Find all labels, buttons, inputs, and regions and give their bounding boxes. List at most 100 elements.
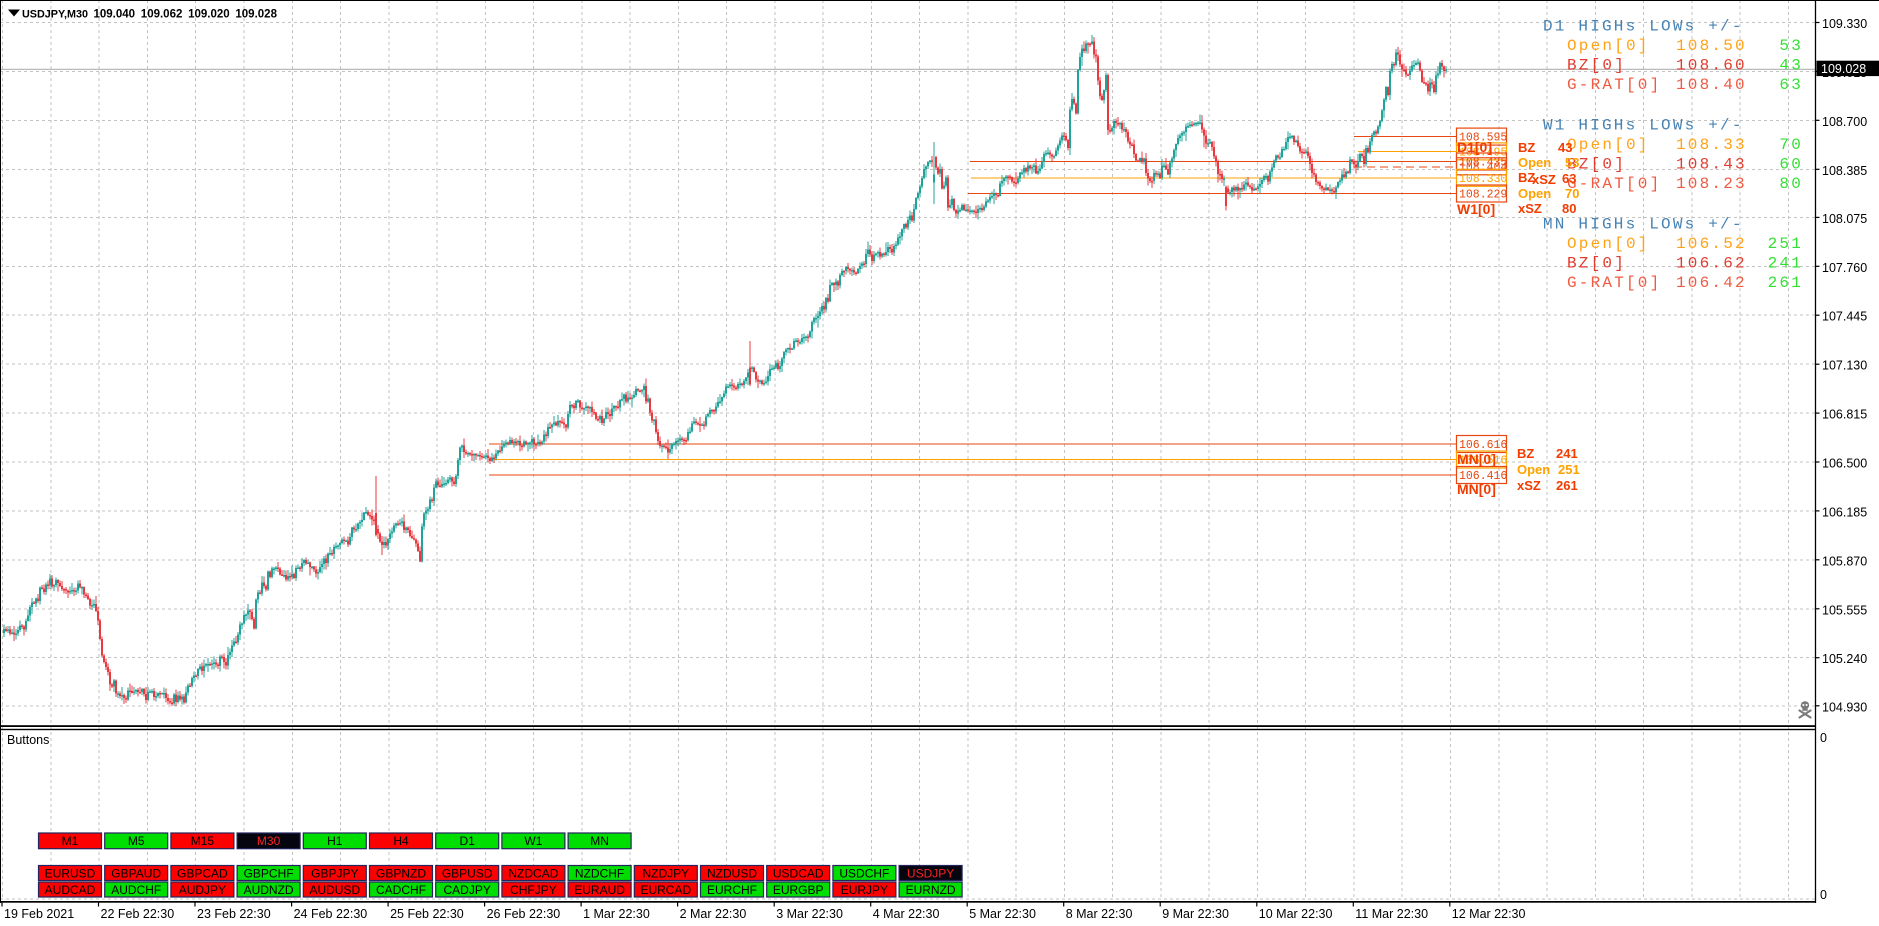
svg-text:H1: H1 bbox=[327, 834, 343, 848]
svg-text:63: 63 bbox=[1779, 76, 1803, 94]
svg-text:108.075: 108.075 bbox=[1822, 212, 1867, 226]
svg-text:BZ: BZ bbox=[1517, 446, 1534, 461]
svg-text:NZDJPY: NZDJPY bbox=[642, 866, 689, 880]
svg-text:NZDCAD: NZDCAD bbox=[508, 866, 558, 880]
svg-text:63: 63 bbox=[1562, 171, 1576, 186]
svg-text:GBPNZD: GBPNZD bbox=[376, 866, 426, 880]
svg-text:108.229: 108.229 bbox=[1459, 189, 1507, 202]
svg-text:108.60: 108.60 bbox=[1676, 57, 1747, 75]
svg-text:MN: MN bbox=[590, 834, 609, 848]
svg-text:104.930: 104.930 bbox=[1822, 700, 1867, 714]
svg-text:EURJPY: EURJPY bbox=[841, 883, 888, 897]
svg-text:xSZ: xSZ bbox=[1517, 478, 1541, 493]
svg-text:80: 80 bbox=[1562, 201, 1576, 216]
svg-text:9 Mar 22:30: 9 Mar 22:30 bbox=[1162, 907, 1229, 921]
svg-text:43: 43 bbox=[1779, 57, 1803, 75]
svg-text:3 Mar 22:30: 3 Mar 22:30 bbox=[776, 907, 843, 921]
svg-text:108.700: 108.700 bbox=[1822, 115, 1867, 129]
svg-text:1 Mar 22:30: 1 Mar 22:30 bbox=[583, 907, 650, 921]
svg-text:25 Feb 22:30: 25 Feb 22:30 bbox=[390, 907, 464, 921]
svg-text:G-RAT[0]: G-RAT[0] bbox=[1567, 76, 1661, 94]
svg-text:60: 60 bbox=[1779, 156, 1803, 174]
svg-text:BZ[0]: BZ[0] bbox=[1567, 156, 1626, 174]
svg-text:2 Mar 22:30: 2 Mar 22:30 bbox=[680, 907, 747, 921]
svg-text:M30: M30 bbox=[257, 834, 281, 848]
svg-text:USDJPY: USDJPY bbox=[907, 866, 954, 880]
svg-text:Open[0]: Open[0] bbox=[1567, 136, 1650, 154]
svg-text:xSZ: xSZ bbox=[1532, 172, 1556, 187]
svg-text:CADJPY: CADJPY bbox=[444, 883, 491, 897]
svg-text:CHFJPY: CHFJPY bbox=[510, 883, 557, 897]
svg-text:W1[0]: W1[0] bbox=[1457, 201, 1495, 217]
svg-text:Open[0]: Open[0] bbox=[1567, 37, 1650, 55]
svg-text:108.40: 108.40 bbox=[1676, 76, 1747, 94]
svg-text:261: 261 bbox=[1556, 478, 1578, 493]
svg-text:5 Mar 22:30: 5 Mar 22:30 bbox=[969, 907, 1036, 921]
svg-text:xSZ: xSZ bbox=[1518, 201, 1542, 216]
svg-text:Open: Open bbox=[1518, 186, 1551, 201]
svg-text:108.330: 108.330 bbox=[1459, 173, 1507, 186]
svg-text:107.130: 107.130 bbox=[1822, 359, 1867, 373]
svg-text:H4: H4 bbox=[393, 834, 409, 848]
svg-text:GBPCAD: GBPCAD bbox=[177, 866, 228, 880]
svg-text:EURCAD: EURCAD bbox=[640, 883, 691, 897]
svg-text:MN[0]: MN[0] bbox=[1457, 451, 1496, 467]
svg-text:109.028: 109.028 bbox=[235, 9, 277, 21]
svg-text:43: 43 bbox=[1558, 140, 1572, 155]
svg-text:MN HIGHs LOWs +/-: MN HIGHs LOWs +/- bbox=[1543, 216, 1744, 234]
svg-text:D1[0]: D1[0] bbox=[1457, 139, 1492, 155]
svg-text:GBPAUD: GBPAUD bbox=[111, 866, 161, 880]
svg-text:NZDUSD: NZDUSD bbox=[707, 866, 757, 880]
svg-text:AUDCAD: AUDCAD bbox=[45, 883, 96, 897]
svg-text:10 Mar 22:30: 10 Mar 22:30 bbox=[1259, 907, 1333, 921]
svg-text:8 Mar 22:30: 8 Mar 22:30 bbox=[1066, 907, 1133, 921]
svg-text:GBPJPY: GBPJPY bbox=[311, 866, 358, 880]
svg-text:109.062: 109.062 bbox=[141, 9, 183, 21]
svg-text:108.50: 108.50 bbox=[1676, 37, 1747, 55]
svg-text:23 Feb 22:30: 23 Feb 22:30 bbox=[197, 907, 271, 921]
svg-text:108.595: 108.595 bbox=[1459, 132, 1507, 145]
svg-text:109.330: 109.330 bbox=[1822, 17, 1867, 31]
svg-text:108.43: 108.43 bbox=[1676, 156, 1747, 174]
svg-text:0: 0 bbox=[1820, 731, 1827, 745]
svg-text:106.42: 106.42 bbox=[1676, 274, 1747, 292]
svg-text:80: 80 bbox=[1779, 175, 1803, 193]
svg-text:M1: M1 bbox=[62, 834, 79, 848]
svg-text:BZ[0]: BZ[0] bbox=[1567, 57, 1626, 75]
svg-text:EURAUD: EURAUD bbox=[574, 883, 625, 897]
svg-text:Buttons: Buttons bbox=[7, 733, 49, 747]
svg-text:26 Feb 22:30: 26 Feb 22:30 bbox=[487, 907, 561, 921]
svg-text:108.404: 108.404 bbox=[1459, 161, 1507, 174]
svg-text:109.040: 109.040 bbox=[94, 9, 136, 21]
svg-text:USDCAD: USDCAD bbox=[773, 866, 824, 880]
svg-text:0: 0 bbox=[1820, 888, 1827, 902]
svg-text:261: 261 bbox=[1768, 274, 1803, 292]
svg-text:106.416: 106.416 bbox=[1459, 470, 1507, 483]
svg-text:22 Feb 22:30: 22 Feb 22:30 bbox=[101, 907, 175, 921]
svg-text:AUDUSD: AUDUSD bbox=[309, 883, 360, 897]
svg-text:D1 HIGHs LOWs +/-: D1 HIGHs LOWs +/- bbox=[1543, 18, 1744, 36]
svg-text:106.185: 106.185 bbox=[1822, 505, 1867, 519]
svg-text:70: 70 bbox=[1565, 186, 1579, 201]
svg-text:251: 251 bbox=[1558, 462, 1580, 477]
svg-text:109.020: 109.020 bbox=[188, 9, 230, 21]
svg-text:108.23: 108.23 bbox=[1676, 175, 1747, 193]
svg-text:11 Mar 22:30: 11 Mar 22:30 bbox=[1355, 907, 1428, 921]
svg-text:241: 241 bbox=[1768, 255, 1803, 273]
svg-text:G-RAT[0]: G-RAT[0] bbox=[1567, 274, 1661, 292]
svg-text:108.385: 108.385 bbox=[1822, 164, 1867, 178]
svg-text:MN[0]: MN[0] bbox=[1457, 481, 1496, 497]
svg-text:53: 53 bbox=[1565, 155, 1579, 170]
svg-text:EURGBP: EURGBP bbox=[773, 883, 824, 897]
svg-text:251: 251 bbox=[1768, 235, 1803, 253]
svg-text:107.445: 107.445 bbox=[1822, 310, 1867, 324]
svg-text:CADCHF: CADCHF bbox=[376, 883, 426, 897]
svg-text:GBPUSD: GBPUSD bbox=[442, 866, 493, 880]
svg-text:106.500: 106.500 bbox=[1822, 457, 1867, 471]
svg-text:4 Mar 22:30: 4 Mar 22:30 bbox=[873, 907, 940, 921]
svg-text:12 Mar 22:30: 12 Mar 22:30 bbox=[1452, 907, 1526, 921]
svg-text:EURNZD: EURNZD bbox=[906, 883, 956, 897]
svg-text:Open[0]: Open[0] bbox=[1567, 235, 1650, 253]
svg-text:BZ[0]: BZ[0] bbox=[1567, 255, 1626, 273]
svg-text:106.52: 106.52 bbox=[1676, 235, 1747, 253]
